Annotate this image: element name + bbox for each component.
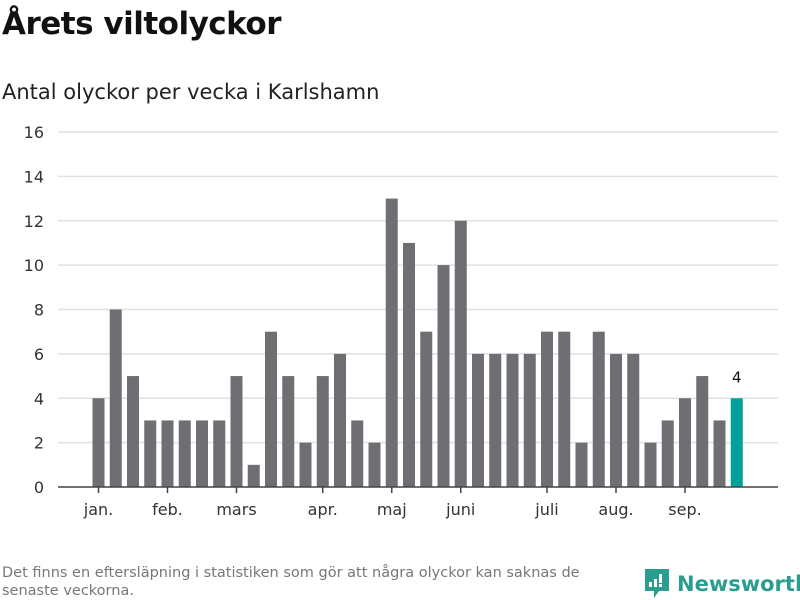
logo-text: Newsworthy <box>677 572 800 596</box>
chart-subtitle: Antal olyckor per vecka i Karlshamn <box>2 80 380 104</box>
x-tick-label: feb. <box>152 500 183 519</box>
y-tick-label: 16 <box>24 123 44 142</box>
bar <box>679 398 691 487</box>
bar <box>541 331 553 487</box>
bar <box>144 420 157 487</box>
bar <box>316 376 329 487</box>
bar <box>627 353 640 487</box>
bar <box>282 376 295 487</box>
x-tick-label: maj <box>377 500 407 519</box>
bar <box>696 376 709 487</box>
bar <box>92 398 105 487</box>
bar <box>610 353 622 487</box>
y-tick-label: 14 <box>24 167 44 186</box>
bar <box>592 331 605 487</box>
bar <box>351 420 364 487</box>
bar <box>558 331 571 487</box>
bar <box>213 420 226 487</box>
bar <box>368 442 381 487</box>
bar <box>247 464 260 487</box>
x-tick-label: juli <box>534 500 558 519</box>
footnote: Det finns en eftersläpning i statistiken… <box>2 565 580 599</box>
newsworthy-logo-icon <box>645 569 669 598</box>
bar <box>506 353 519 487</box>
bar <box>523 353 536 487</box>
bar <box>385 198 398 487</box>
newsworthy-logo: Newsworthy <box>645 569 800 599</box>
y-tick-label: 2 <box>34 434 44 453</box>
data-label: 4 <box>732 368 742 386</box>
x-tick-label: sep. <box>668 500 701 519</box>
y-tick-label: 8 <box>34 301 44 320</box>
bar <box>472 353 484 487</box>
y-tick-label: 0 <box>34 478 44 497</box>
x-tick-label: juni <box>445 500 475 519</box>
bar <box>334 353 346 487</box>
chart-title: Årets viltolyckor <box>2 6 282 42</box>
bar <box>230 376 243 487</box>
bar <box>299 442 312 487</box>
bar-chart: 0 2 4 6 8 10 12 14 16 4 jan. feb. mars apr. maj juni jul… <box>24 123 778 519</box>
bar <box>161 420 174 487</box>
bar <box>454 220 467 487</box>
highlighted-bar <box>730 398 743 487</box>
x-tick-label: jan. <box>83 500 113 519</box>
bar <box>575 442 588 487</box>
bar <box>403 242 415 487</box>
bar <box>178 420 191 487</box>
bar <box>489 353 502 487</box>
bar <box>109 309 122 487</box>
x-tick-label: mars <box>216 500 256 519</box>
bar <box>265 331 277 487</box>
bar <box>661 420 674 487</box>
bar <box>196 420 208 487</box>
bar <box>713 420 726 487</box>
y-tick-label: 12 <box>24 212 44 231</box>
y-tick-label: 4 <box>34 389 44 408</box>
x-tick-label: apr. <box>308 500 338 519</box>
bar <box>420 331 433 487</box>
y-tick-label: 6 <box>34 345 44 364</box>
bar <box>437 265 450 487</box>
bar <box>127 376 139 487</box>
x-tick-label: aug. <box>598 500 633 519</box>
y-tick-label: 10 <box>24 256 44 275</box>
bar <box>644 442 657 487</box>
